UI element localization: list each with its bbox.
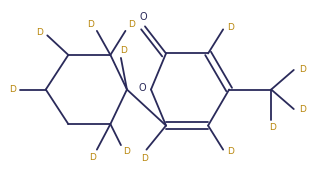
Text: D: D <box>299 65 306 74</box>
Text: D: D <box>124 147 130 156</box>
Text: D: D <box>299 105 306 114</box>
Text: D: D <box>120 46 127 55</box>
Text: D: D <box>89 153 96 162</box>
Text: O: O <box>139 83 146 93</box>
Text: D: D <box>87 20 94 29</box>
Text: D: D <box>141 153 148 162</box>
Text: D: D <box>227 23 234 32</box>
Text: D: D <box>9 85 16 94</box>
Text: D: D <box>36 28 43 37</box>
Text: D: D <box>269 124 276 133</box>
Text: O: O <box>140 12 147 22</box>
Text: D: D <box>227 147 234 156</box>
Text: D: D <box>128 20 135 29</box>
